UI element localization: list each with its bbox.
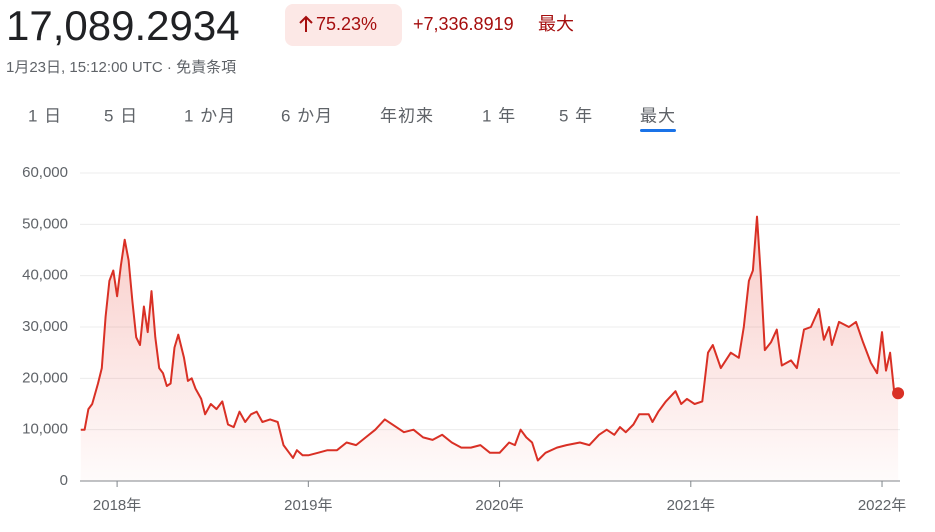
range-label: 最大	[538, 14, 574, 34]
y-tick-label: 30,000	[22, 318, 68, 335]
y-tick-label: 20,000	[22, 369, 68, 386]
y-tick-label: 10,000	[22, 421, 68, 438]
last-point	[892, 387, 905, 400]
change-percent: 75.23%	[316, 14, 377, 34]
range-tab[interactable]: 5 年	[559, 106, 593, 125]
y-tick-label: 60,000	[22, 164, 68, 181]
range-tab[interactable]: 6 か月	[281, 106, 333, 125]
chart: 0 10,000 20,000 30,000 40,000 50,000 60,000 201…	[22, 164, 906, 514]
x-tick-label: 2022年	[858, 497, 906, 514]
y-tick-label: 0	[60, 472, 68, 489]
timestamp: 1月23日, 15:12:00 UTC · 免責条項	[6, 59, 236, 76]
range-tab[interactable]: 最大	[640, 106, 676, 125]
range-tabs: 1 日 5 日 1 か月 6 か月 年初来 1 年 5 年 最大	[28, 106, 676, 132]
change-badge	[285, 4, 402, 46]
y-tick-label: 50,000	[22, 215, 68, 232]
x-tick-label: 2019年	[284, 497, 332, 514]
range-tab[interactable]: 1 日	[28, 106, 62, 125]
x-tick-label: 2018年	[93, 497, 141, 514]
price-line	[80, 215, 899, 462]
range-tab[interactable]: 1 か月	[184, 106, 236, 125]
change-absolute: +7,336.8919	[413, 14, 514, 34]
range-tab[interactable]: 年初来	[380, 106, 434, 125]
active-tab-indicator	[640, 129, 676, 132]
price: 17,089.2934	[6, 2, 240, 49]
range-tab[interactable]: 1 年	[482, 106, 516, 125]
range-tab[interactable]: 5 日	[104, 106, 138, 125]
area-fill	[80, 216, 899, 481]
y-tick-label: 40,000	[22, 267, 68, 284]
up-arrow	[299, 15, 313, 32]
x-tick-label: 2020年	[475, 497, 523, 514]
x-tick-label: 2021年	[667, 497, 715, 514]
